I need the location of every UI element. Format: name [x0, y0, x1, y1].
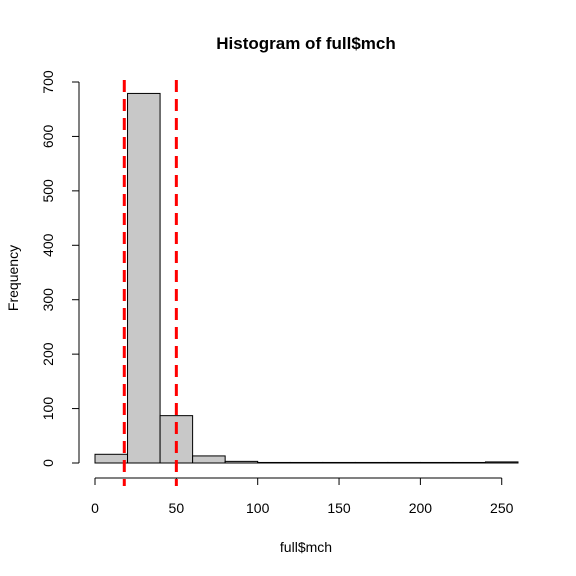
y-tick-label: 300 — [40, 288, 56, 312]
x-tick-label: 150 — [327, 500, 351, 516]
y-tick-label: 200 — [40, 342, 56, 366]
bars-group — [94, 92, 519, 464]
x-axis: 0 50 100 150 200 250 — [91, 477, 514, 516]
y-axis: 0 100 200 300 400 500 600 700 — [40, 70, 80, 467]
histogram-bar — [387, 461, 421, 464]
y-tick-label: 500 — [40, 179, 56, 203]
histogram-bar — [127, 92, 161, 464]
x-tick-label: 50 — [169, 500, 185, 516]
y-tick-label: 600 — [40, 125, 56, 149]
y-tick-label: 700 — [40, 70, 56, 94]
reference-lines — [122, 80, 178, 486]
y-tick-label: 400 — [40, 233, 56, 257]
chart-title: Histogram of full$mch — [216, 34, 395, 53]
x-tick-label: 250 — [490, 500, 514, 516]
y-tick-label: 0 — [40, 459, 56, 467]
histogram-bar — [419, 461, 454, 464]
histogram-bar — [257, 461, 291, 464]
x-tick-label: 200 — [409, 500, 433, 516]
histogram-bar — [452, 461, 486, 464]
histogram-bar — [224, 460, 259, 464]
x-tick-label: 0 — [91, 500, 99, 516]
histogram-bar — [192, 455, 226, 464]
x-tick-label: 100 — [246, 500, 270, 516]
histogram-bar — [322, 461, 356, 464]
histogram-bar — [484, 461, 519, 464]
y-axis-label: Frequency — [5, 245, 21, 311]
x-axis-label: full$mch — [280, 539, 332, 555]
histogram-bar — [354, 461, 389, 464]
histogram-bar — [289, 461, 324, 464]
y-tick-label: 100 — [40, 397, 56, 421]
histogram-bar — [94, 453, 129, 464]
